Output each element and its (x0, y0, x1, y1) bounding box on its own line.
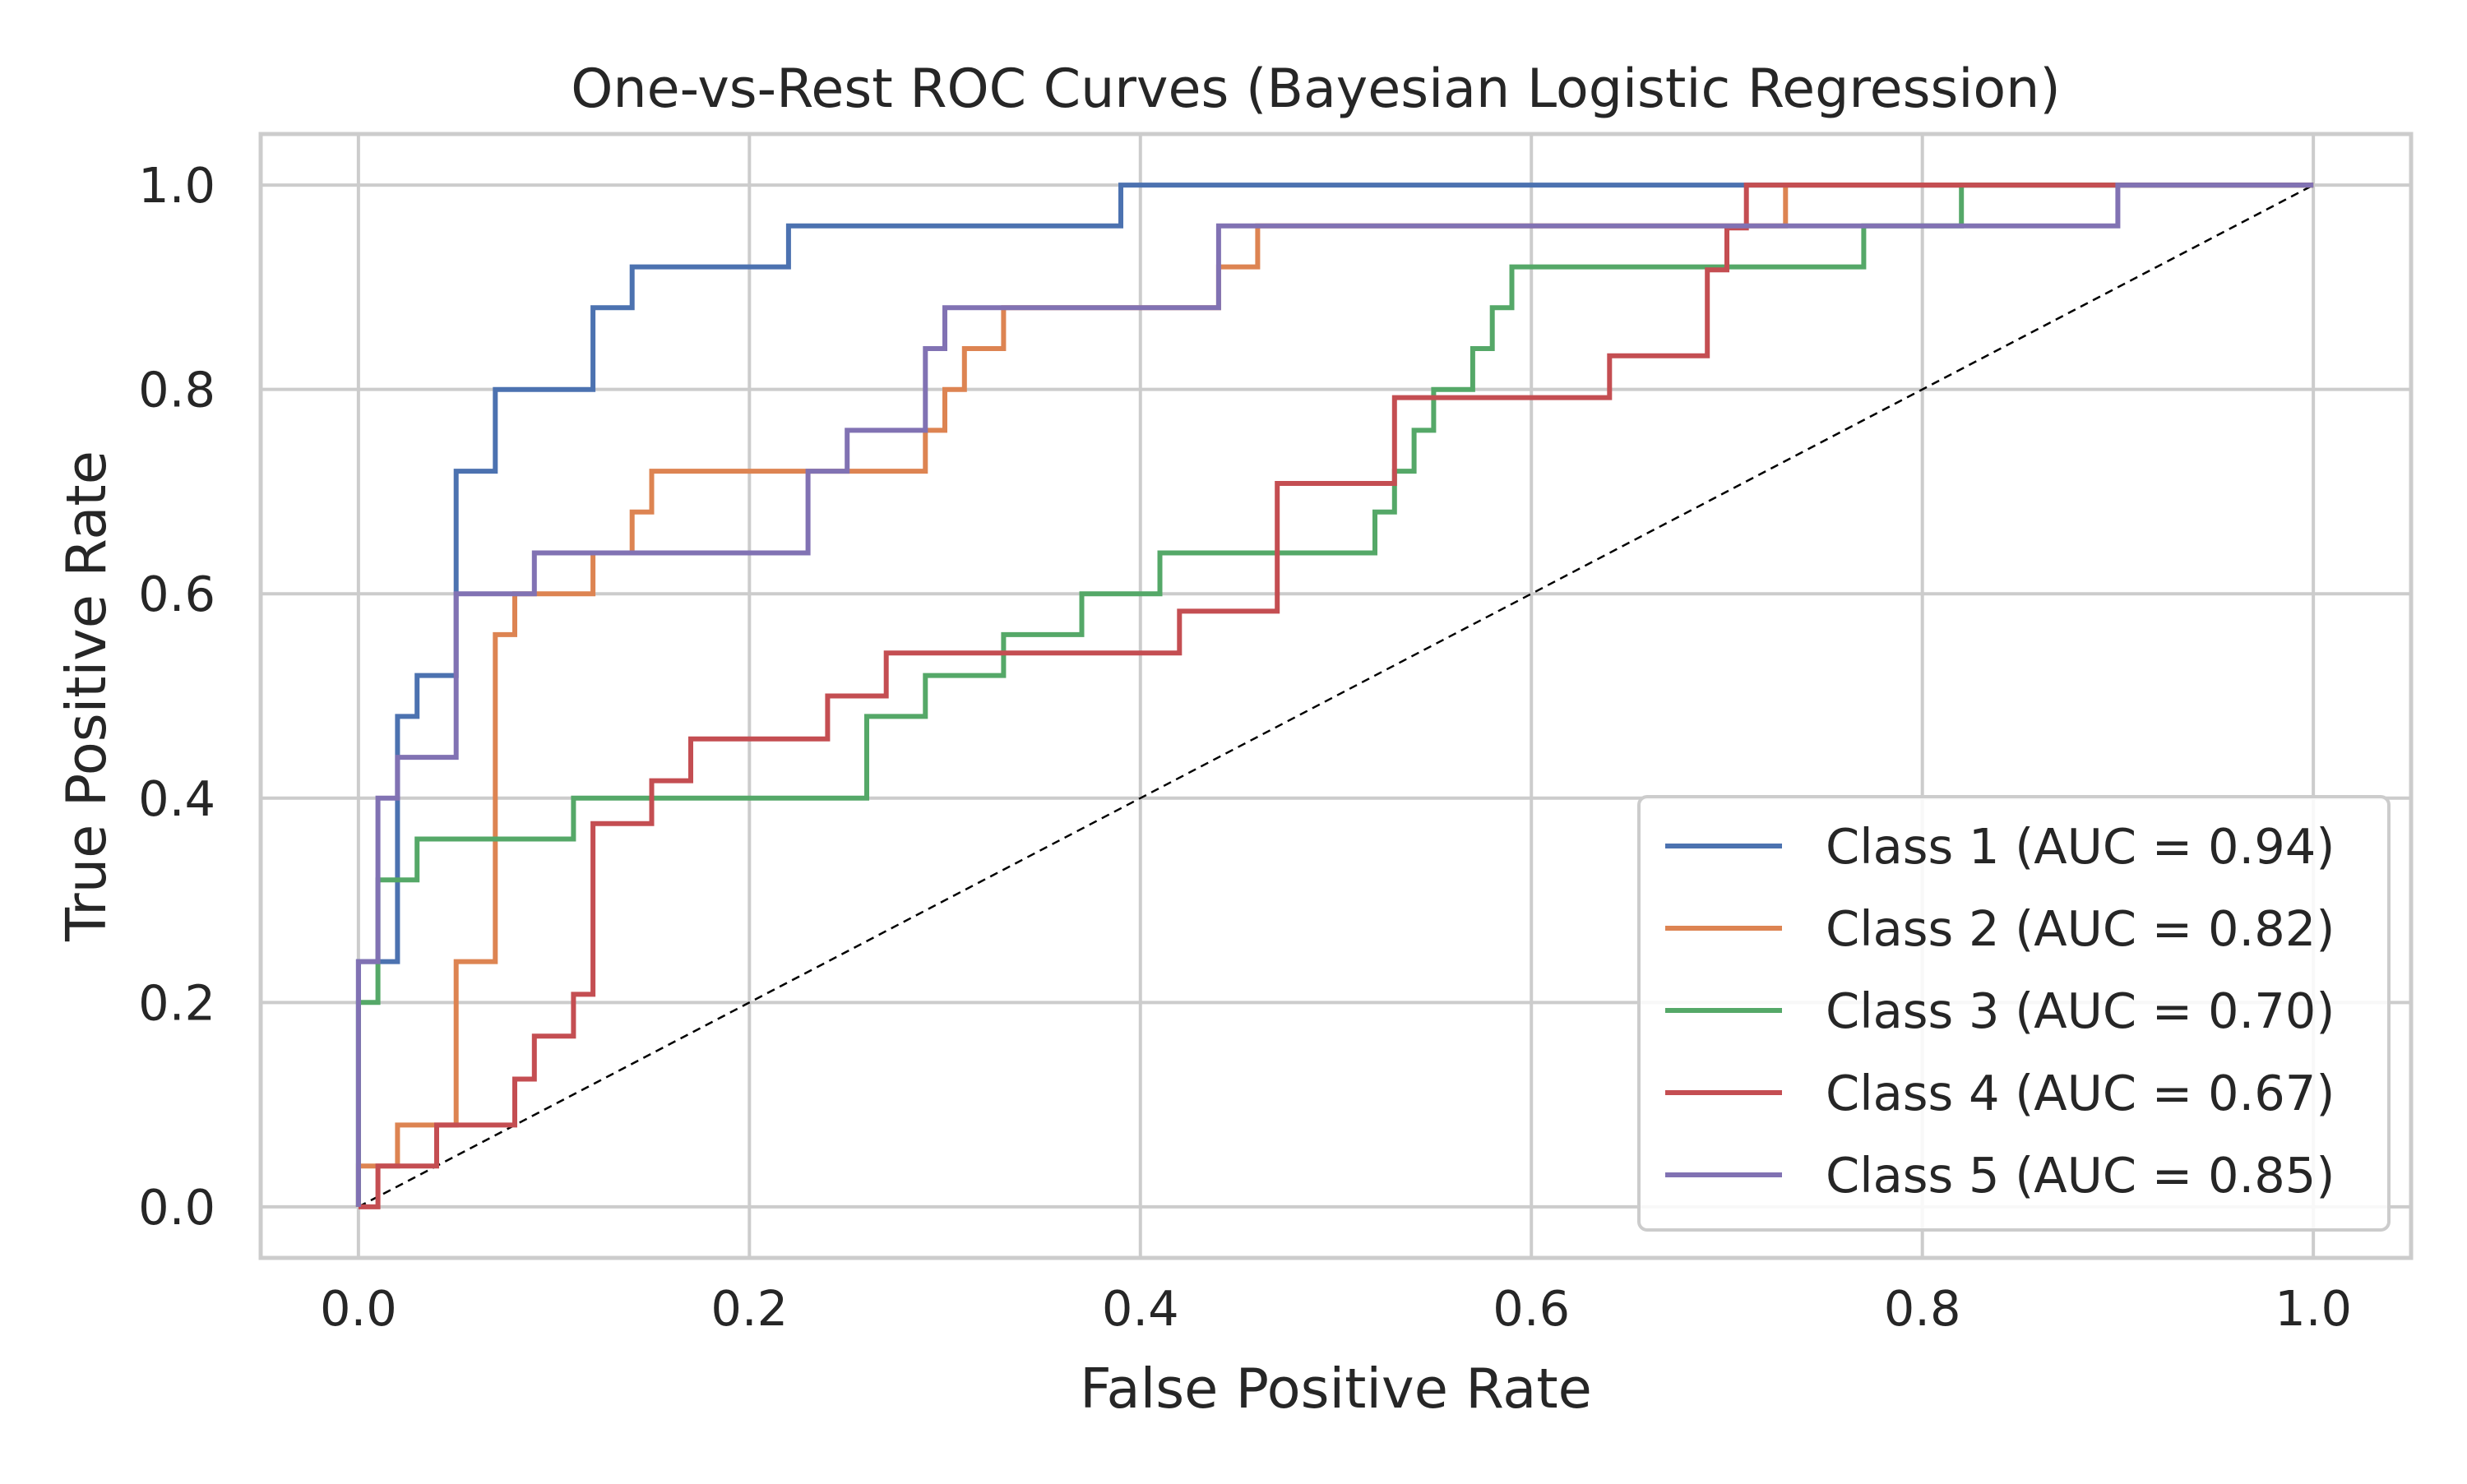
legend-label: Class 1 (AUC = 0.94) (1826, 818, 2335, 875)
y-tick-label: 0.6 (138, 566, 215, 622)
legend-box (1637, 795, 2391, 1232)
roc-curve-class-2 (355, 183, 2314, 1207)
x-tick-label: 0.0 (320, 1280, 397, 1337)
x-tick-label: 0.8 (1884, 1280, 1961, 1337)
y-tick-labels: 0.0 0.2 0.4 0.6 0.8 1.0 (138, 157, 215, 1236)
roc-curve-class-1 (355, 183, 2314, 1207)
legend-label: Class 3 (AUC = 0.70) (1826, 982, 2335, 1039)
y-axis-label: True Positive Rate (54, 451, 118, 942)
chance-line (358, 184, 2314, 1208)
x-tick-label: 1.0 (2275, 1280, 2352, 1337)
roc-curve-class-3 (355, 183, 2314, 1207)
y-tick-label: 0.8 (138, 362, 215, 418)
y-tick-label: 0.0 (138, 1179, 215, 1236)
legend: Class 1 (AUC = 0.94) Class 2 (AUC = 0.82)… (1637, 795, 2391, 1232)
y-tick-label: 0.2 (138, 974, 215, 1031)
x-tick-label: 0.6 (1493, 1280, 1570, 1337)
legend-label: Class 2 (AUC = 0.82) (1826, 900, 2335, 957)
roc-curve-class-5 (355, 183, 2314, 1207)
series-lines (355, 183, 2314, 1209)
legend-label: Class 4 (AUC = 0.67) (1826, 1065, 2335, 1121)
chart-title: One-vs-Rest ROC Curves (Bayesian Logisti… (571, 58, 2060, 120)
legend-label: Class 5 (AUC = 0.85) (1826, 1147, 2335, 1204)
chance-diagonal (358, 184, 2314, 1208)
y-tick-label: 1.0 (138, 157, 215, 214)
plot-frame (258, 132, 2414, 1260)
x-tick-labels: 0.0 0.2 0.4 0.6 0.8 1.0 (320, 1280, 2352, 1337)
grid (261, 134, 2411, 1258)
roc-curve-class-4 (358, 183, 2314, 1209)
x-tick-label: 0.2 (710, 1280, 788, 1337)
y-tick-label: 0.4 (138, 770, 215, 827)
x-axis-label: False Positive Rate (1080, 1357, 1592, 1421)
x-tick-label: 0.4 (1102, 1280, 1179, 1337)
